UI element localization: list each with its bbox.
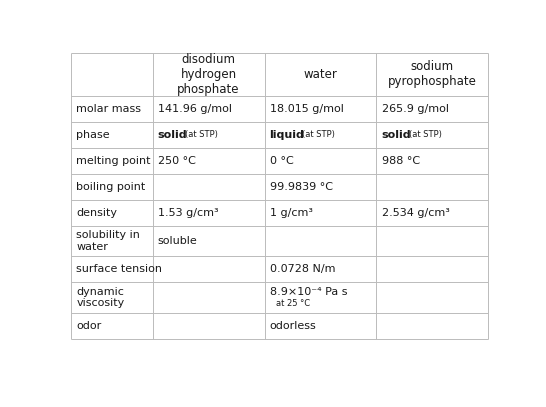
- Text: phase: phase: [76, 130, 110, 140]
- Text: (at STP): (at STP): [410, 130, 442, 139]
- Text: 0 °C: 0 °C: [270, 156, 293, 166]
- Text: 265.9 g/mol: 265.9 g/mol: [382, 104, 449, 114]
- Text: molar mass: molar mass: [76, 104, 141, 114]
- Text: water: water: [304, 68, 337, 81]
- Text: 250 °C: 250 °C: [158, 156, 195, 166]
- Text: 1 g/cm³: 1 g/cm³: [270, 208, 313, 218]
- Text: 18.015 g/mol: 18.015 g/mol: [270, 104, 343, 114]
- Text: solubility in
water: solubility in water: [76, 230, 140, 252]
- Text: dynamic
viscosity: dynamic viscosity: [76, 287, 124, 309]
- Text: boiling point: boiling point: [76, 182, 146, 192]
- Text: solid: solid: [382, 130, 411, 140]
- Text: 2.534 g/cm³: 2.534 g/cm³: [382, 208, 449, 218]
- Text: sodium
pyrophosphate: sodium pyrophosphate: [388, 60, 477, 88]
- Text: 99.9839 °C: 99.9839 °C: [270, 182, 333, 192]
- Text: liquid: liquid: [270, 130, 305, 140]
- Text: odorless: odorless: [270, 321, 316, 331]
- Text: melting point: melting point: [76, 156, 151, 166]
- Text: at 25 °C: at 25 °C: [276, 299, 310, 308]
- Text: disodium
hydrogen
phosphate: disodium hydrogen phosphate: [177, 53, 240, 96]
- Text: 141.96 g/mol: 141.96 g/mol: [158, 104, 232, 114]
- Text: odor: odor: [76, 321, 102, 331]
- Text: soluble: soluble: [158, 236, 198, 246]
- Text: 988 °C: 988 °C: [382, 156, 420, 166]
- Text: (at STP): (at STP): [302, 130, 335, 139]
- Text: 0.0728 N/m: 0.0728 N/m: [270, 264, 335, 274]
- Text: 1.53 g/cm³: 1.53 g/cm³: [158, 208, 218, 218]
- Text: solid: solid: [158, 130, 187, 140]
- Text: (at STP): (at STP): [185, 130, 218, 139]
- Text: surface tension: surface tension: [76, 264, 162, 274]
- Text: 8.9×10⁻⁴ Pa s: 8.9×10⁻⁴ Pa s: [270, 287, 347, 298]
- Text: density: density: [76, 208, 117, 218]
